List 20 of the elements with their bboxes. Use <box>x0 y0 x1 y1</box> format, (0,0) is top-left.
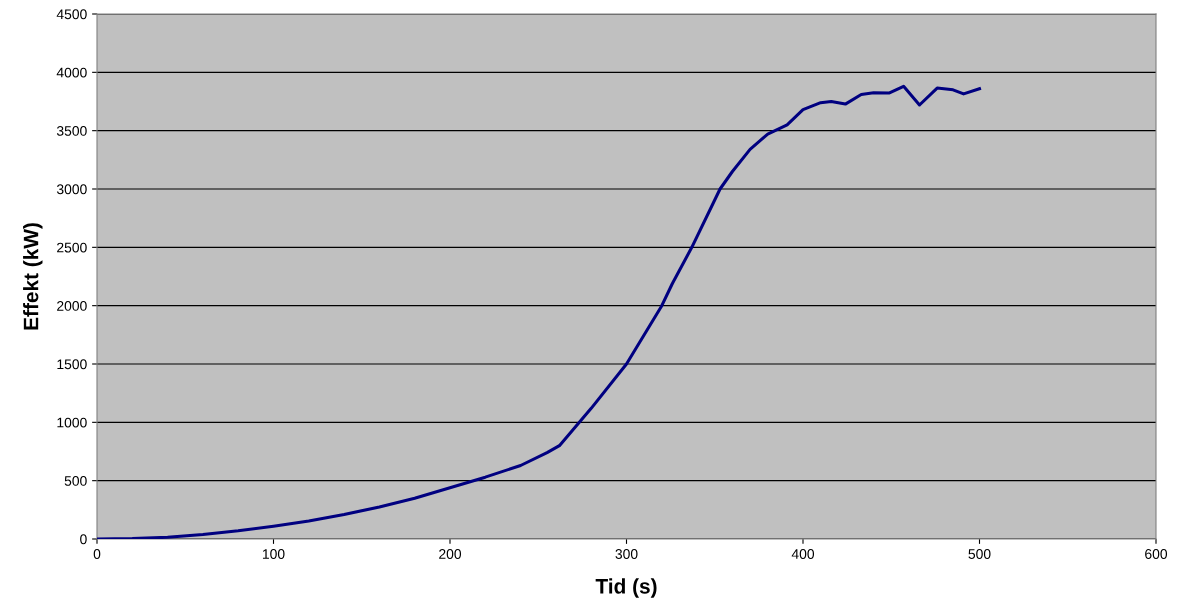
y-tick-label: 3500 <box>56 126 87 136</box>
y-tick-label: 4500 <box>56 9 87 20</box>
y-tick-label: 1000 <box>57 417 87 428</box>
x-tick-label: 200 <box>439 549 462 559</box>
y-tick-label: 3000 <box>56 184 87 195</box>
x-axis-title: Tid (s) <box>595 578 657 598</box>
y-tick-label: 4000 <box>56 67 87 78</box>
x-tick-label: 600 <box>1145 549 1168 559</box>
y-axis-title: Effekt (kW) <box>23 223 43 330</box>
y-tick-label: 0 <box>80 534 87 545</box>
y-tick-label: 2000 <box>57 301 87 311</box>
y-tick-label: 2500 <box>57 242 87 253</box>
x-tick-label: 300 <box>615 549 638 559</box>
y-tick-label: 1500 <box>57 359 87 370</box>
line-series <box>97 84 982 539</box>
x-tick-label: 100 <box>262 549 285 559</box>
y-tick-label: 500 <box>64 476 87 486</box>
x-tick-label: 500 <box>968 549 991 559</box>
x-tick-label: 0 <box>93 549 101 559</box>
x-tick-label: 400 <box>791 549 815 559</box>
